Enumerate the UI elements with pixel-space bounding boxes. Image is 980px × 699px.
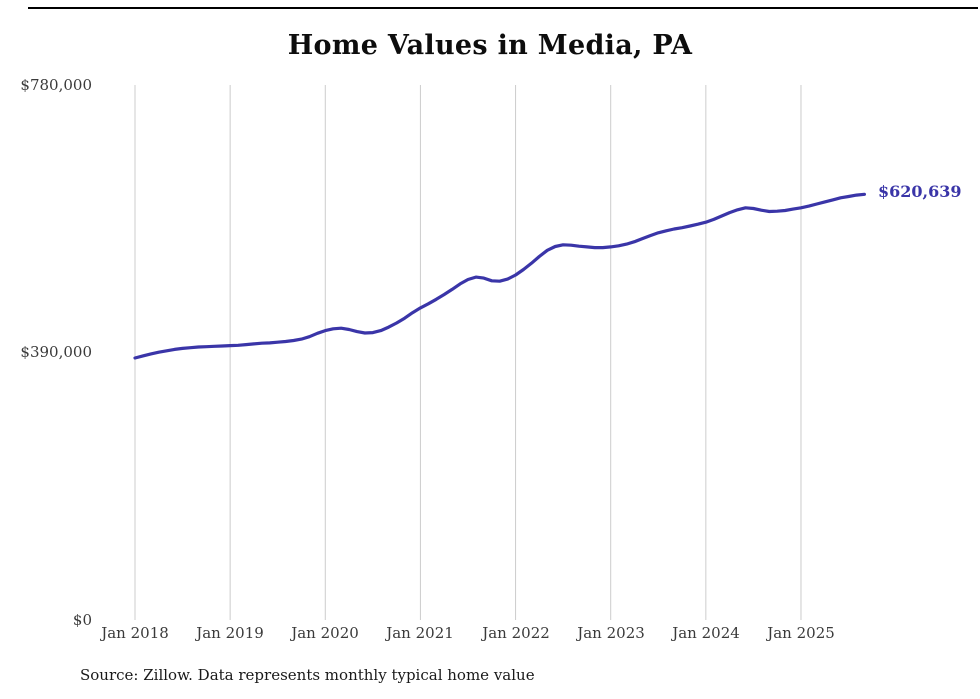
current-value-annotation: $620,639: [878, 182, 962, 201]
y-axis-tick-780000: $780,000: [20, 76, 92, 94]
chart-title: Home Values in Media, PA: [287, 30, 693, 61]
x-axis-tick-jan-2024: Jan 2024: [672, 624, 740, 642]
x-axis-tick-jan-2018: Jan 2018: [101, 624, 169, 642]
x-axis-tick-jan-2023: Jan 2023: [577, 624, 645, 642]
x-axis-tick-jan-2022: Jan 2022: [482, 624, 550, 642]
x-axis-tick-jan-2019: Jan 2019: [196, 624, 264, 642]
x-axis-tick-jan-2021: Jan 2021: [386, 624, 454, 642]
home-value-line: [133, 192, 866, 360]
y-axis-tick-390000: $390,000: [20, 343, 92, 361]
gridlines: [134, 85, 802, 620]
x-axis-tick-jan-2025: Jan 2025: [767, 624, 835, 642]
source-note: Source: Zillow. Data represents monthly …: [80, 666, 535, 684]
y-axis-tick-0: $0: [72, 611, 92, 629]
x-axis-tick-jan-2020: Jan 2020: [291, 624, 359, 642]
top-rule-divider: [28, 7, 978, 9]
